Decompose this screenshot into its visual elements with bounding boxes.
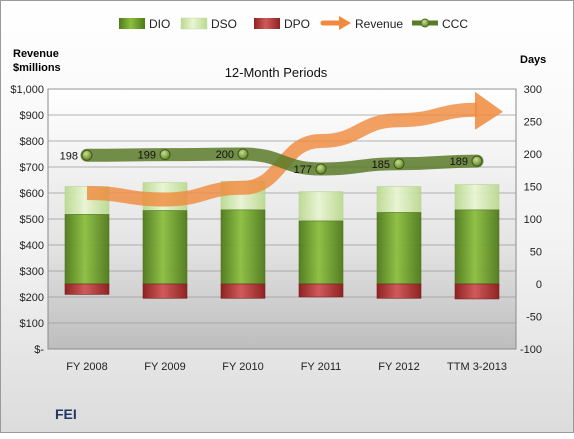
left-tick-label: $500 <box>20 214 44 226</box>
company-label: FEI <box>55 406 77 422</box>
ccc-data-label: 199 <box>138 150 156 162</box>
right-axis-title: Days <box>520 54 546 66</box>
right-tick-label: 300 <box>524 84 542 96</box>
x-tick-label: FY 2010 <box>222 361 263 373</box>
left-tick-label: $700 <box>20 162 44 174</box>
legend-swatch-revenue <box>320 16 351 30</box>
ccc-data-label: 189 <box>450 156 468 168</box>
bar-dpo <box>376 283 422 299</box>
left-axis-title-line1: Revenue <box>13 48 59 60</box>
bar-dio <box>454 209 500 285</box>
legend-label-dpo: DPO <box>284 17 310 31</box>
bar-dso <box>454 184 500 211</box>
right-tick-label: 0 <box>536 279 542 291</box>
ccc-point <box>81 149 93 161</box>
left-tick-label: $600 <box>20 188 44 200</box>
ccc-data-label: 200 <box>216 149 234 161</box>
revenue-arrowhead <box>475 91 503 130</box>
chart-title: 12-Month Periods <box>225 65 328 80</box>
left-tick-label: $- <box>34 344 44 356</box>
ccc-point <box>393 158 405 170</box>
legend-label-dio: DIO <box>149 17 170 31</box>
bar-dso <box>298 191 344 222</box>
ccc-data-label: 177 <box>294 164 312 176</box>
ccc-data-label: 198 <box>60 150 78 162</box>
right-tick-label: 50 <box>530 247 542 259</box>
ccc-data-label: 185 <box>372 159 390 171</box>
legend-swatch-dso <box>180 17 208 30</box>
legend: DIO DSO DPO Revenue CCC <box>119 16 468 31</box>
left-axis-title-line2: $millions <box>13 62 61 74</box>
right-tick-label: -100 <box>520 344 542 356</box>
right-tick-label: 150 <box>524 182 542 194</box>
bar-dio <box>298 220 344 285</box>
bar-dpo <box>220 283 266 299</box>
x-tick-label: FY 2008 <box>66 361 107 373</box>
legend-label-revenue: Revenue <box>355 17 403 31</box>
left-axis-ticks: $- $100 $200 $300 $400 $500 $600 $700 $800 $900 $1… <box>10 84 44 356</box>
x-axis-labels: FY 2008 FY 2009 FY 2010 FY 2011 FY 2012 TTM 3… <box>66 361 507 373</box>
right-tick-label: 200 <box>524 149 542 161</box>
left-tick-label: $800 <box>20 136 44 148</box>
x-tick-label: FY 2009 <box>144 361 185 373</box>
legend-swatch-dpo <box>254 18 280 29</box>
bar-dpo <box>64 283 110 295</box>
ccc-series: 198 199 200 177 185 189 <box>60 147 484 176</box>
ccc-point <box>315 163 327 175</box>
bar-dio <box>64 214 110 285</box>
x-tick-label: FY 2012 <box>378 361 419 373</box>
x-tick-label: FY 2011 <box>301 361 342 373</box>
right-tick-label: -50 <box>526 312 542 324</box>
ccc-point <box>471 155 483 167</box>
legend-label-ccc: CCC <box>442 17 468 31</box>
bar-dpo <box>298 283 344 298</box>
legend-swatch-ccc <box>412 18 438 28</box>
right-axis-ticks: -100 -50 0 50 100 150 200 250 300 <box>520 84 542 356</box>
bar-dio <box>142 210 188 285</box>
left-tick-label: $900 <box>20 110 44 122</box>
bar-dso <box>376 186 422 213</box>
left-tick-label: $300 <box>20 266 44 278</box>
left-tick-label: $100 <box>20 318 44 330</box>
right-tick-label: 100 <box>524 214 542 226</box>
right-tick-label: 250 <box>524 117 542 129</box>
x-tick-label: TTM 3-2013 <box>447 361 507 373</box>
bar-dpo <box>454 283 500 300</box>
ccc-line <box>80 147 484 176</box>
bar-dio <box>376 212 422 285</box>
left-tick-label: $200 <box>20 292 44 304</box>
ccc-point <box>159 149 171 161</box>
left-tick-label: $400 <box>20 240 44 252</box>
bar-dio <box>220 209 266 285</box>
legend-label-dso: DSO <box>211 17 237 31</box>
bar-dpo <box>142 283 188 299</box>
left-tick-label: $1,000 <box>10 84 44 96</box>
bars <box>64 181 500 300</box>
legend-swatch-dio <box>119 18 145 29</box>
ccc-point <box>237 148 249 160</box>
